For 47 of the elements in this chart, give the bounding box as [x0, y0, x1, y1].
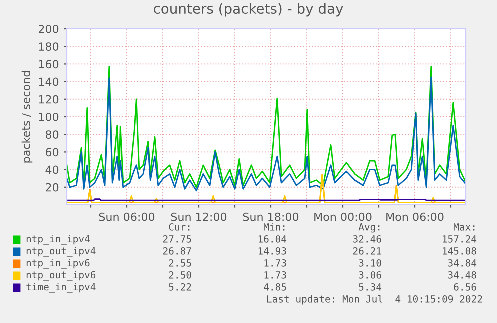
- text: 34.48: [448, 271, 476, 279]
- legend-label: ntp_in_ipv4: [26, 235, 90, 245]
- y-tick-label: 160: [39, 60, 59, 69]
- x-tick-label: Sun 18:00: [243, 212, 299, 222]
- x-tick-label: Sun 12:00: [171, 212, 227, 222]
- y-axis-title: packets / second: [22, 71, 33, 163]
- text: Last update: Mon Jul 4 10:15:09 2022: [267, 295, 482, 305]
- legend-label: time_in_ipv4: [26, 283, 96, 293]
- text: 3.06: [359, 271, 382, 279]
- text: Max:: [454, 224, 475, 231]
- text: 157.24: [443, 235, 477, 243]
- text: Avg:: [358, 224, 380, 233]
- text: 4.85: [264, 283, 286, 291]
- text: Min:: [264, 223, 285, 231]
- text: 6.56: [454, 283, 476, 291]
- text: 2.50: [169, 271, 192, 279]
- y-tick-label: 140: [39, 78, 59, 86]
- y-tick-label: 80: [46, 130, 59, 139]
- y-tick-label: 100: [39, 112, 59, 122]
- x-tick-label: Mon 00:00: [314, 212, 372, 222]
- text: 5.34: [359, 283, 382, 291]
- text: 14.93: [258, 247, 286, 255]
- text: 27.75: [163, 235, 192, 243]
- y-tick-label: 200: [38, 24, 59, 34]
- y-tick-label: 60: [46, 148, 59, 157]
- chart-title: counters (packets) - by day: [154, 3, 344, 17]
- text: 26.87: [163, 247, 192, 255]
- legend-label: ntp_out_ipv4: [26, 247, 96, 257]
- text: 2.55: [169, 259, 192, 267]
- y-tick-label: 180: [39, 42, 59, 51]
- text: 5.22: [169, 283, 192, 291]
- text: 145.08: [443, 247, 476, 255]
- legend-label: ntp_in_ipv6: [26, 259, 90, 269]
- x-tick-label: Mon 06:00: [386, 212, 444, 222]
- text: 32.46: [353, 235, 382, 243]
- y-tick-label: 20: [46, 183, 59, 192]
- text: 16.04: [258, 235, 287, 243]
- text: 3.10: [359, 259, 382, 267]
- y-tick-label: 120: [39, 95, 59, 104]
- text: 26.21: [353, 247, 382, 255]
- text: Cur:: [169, 223, 190, 231]
- text: 1.73: [264, 259, 286, 267]
- x-tick-label: Sun 06:00: [99, 212, 155, 222]
- text: 34.84: [448, 259, 477, 267]
- y-tick-label: 40: [46, 166, 59, 174]
- legend-label: ntp_out_ipv6: [26, 271, 96, 281]
- text: 1.73: [264, 271, 286, 279]
